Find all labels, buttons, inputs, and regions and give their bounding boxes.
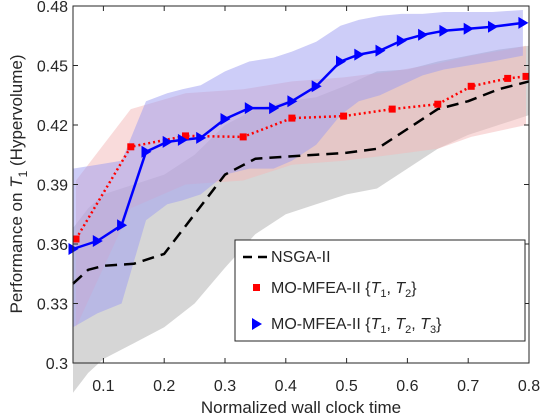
point-series-1-0 [72, 235, 80, 243]
y-tick-label-2: 0.36 [37, 237, 68, 254]
y-tick-label-3: 0.39 [37, 178, 68, 195]
legend-marker-square [253, 284, 260, 291]
point-series-2-17 [439, 24, 450, 37]
x-tick-label-1: 0.2 [153, 378, 175, 395]
point-series-1-9 [504, 74, 512, 82]
x-axis-label: Normalized wall clock time [201, 398, 401, 416]
point-series-2-7 [220, 113, 231, 125]
band-series-2 [73, 10, 523, 328]
point-series-2-8 [244, 102, 255, 115]
y-tick-label-4: 0.42 [37, 118, 68, 135]
series-markers [68, 16, 530, 255]
point-series-2-6 [196, 131, 207, 144]
point-series-2-19 [488, 20, 498, 33]
point-series-2-10 [287, 95, 298, 108]
point-series-2-16 [418, 28, 429, 41]
point-series-2-13 [354, 48, 365, 61]
point-series-2-1 [92, 235, 103, 247]
legend-box [234, 239, 526, 342]
x-tick-label-3: 0.4 [275, 378, 297, 395]
point-series-1-8 [467, 82, 475, 90]
point-series-2-3 [141, 145, 152, 158]
point-series-2-5 [177, 133, 188, 146]
point-series-2-11 [311, 80, 322, 93]
point-series-2-18 [463, 22, 474, 35]
x-tick-label-2: 0.3 [214, 378, 236, 395]
point-series-1-2 [182, 132, 189, 140]
point-series-2-14 [375, 44, 386, 57]
point-series-2-12 [336, 55, 346, 68]
x-tick-label-5: 0.6 [396, 378, 418, 395]
line-series-0 [72, 80, 530, 285]
point-series-1-1 [127, 143, 135, 151]
point-series-1-7 [434, 100, 442, 108]
legend-label-mfea-3: MO-MFEA-II {T1, T2, T3} [271, 316, 442, 336]
legend: NSGA-II MO-MFEA-II {T1, T2} MO-MFEA-II {… [234, 239, 526, 342]
y-tick-label-5: 0.45 [37, 59, 68, 76]
point-series-2-15 [396, 34, 407, 47]
point-series-1-6 [388, 105, 396, 113]
y-axis-label: Performance on T1 (Hypervolume) [7, 55, 30, 314]
x-tick-label-0: 0.1 [92, 378, 114, 395]
axis-ticks: 0.1 0.2 0.3 0.4 0.5 0.6 0.7 0.8 0.3 0.33 0.36 0.39 0… [37, 0, 540, 395]
point-series-1-10 [522, 72, 530, 80]
confidence-bands [73, 10, 529, 393]
legend-label-mfea-2: MO-MFEA-II {T1, T2} [271, 280, 417, 300]
point-series-1-5 [340, 112, 348, 120]
point-series-2-9 [269, 102, 280, 115]
point-series-2-20 [518, 16, 529, 29]
point-series-1-4 [288, 114, 296, 122]
x-tick-label-4: 0.5 [335, 378, 357, 395]
point-series-2-4 [162, 135, 173, 148]
point-series-2-2 [117, 219, 128, 232]
y-tick-label-0: 0.3 [46, 356, 68, 373]
x-tick-label-6: 0.7 [457, 378, 479, 395]
y-tick-label-6: 0.48 [37, 0, 68, 16]
legend-label-nsga: NSGA-II [271, 249, 331, 266]
legend-marker-triangle [252, 318, 262, 330]
x-tick-label-7: 0.8 [518, 378, 540, 395]
y-tick-label-1: 0.33 [37, 297, 68, 314]
point-series-1-3 [239, 133, 247, 141]
